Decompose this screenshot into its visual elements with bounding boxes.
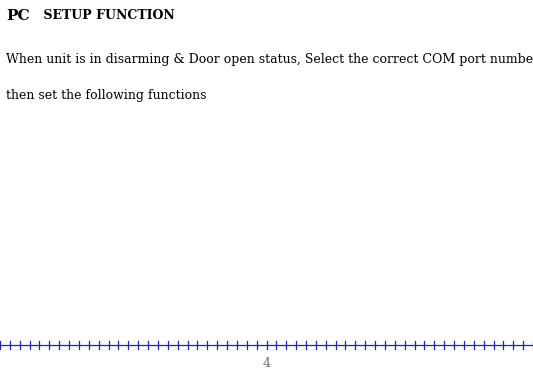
Text: When unit is in disarming & Door open status, Select the correct COM port number: When unit is in disarming & Door open st… (6, 53, 533, 66)
Text: SETUP FUNCTION: SETUP FUNCTION (39, 9, 175, 22)
Text: PC: PC (6, 9, 30, 23)
Text: 4: 4 (262, 357, 271, 370)
Text: then set the following functions: then set the following functions (6, 89, 207, 102)
